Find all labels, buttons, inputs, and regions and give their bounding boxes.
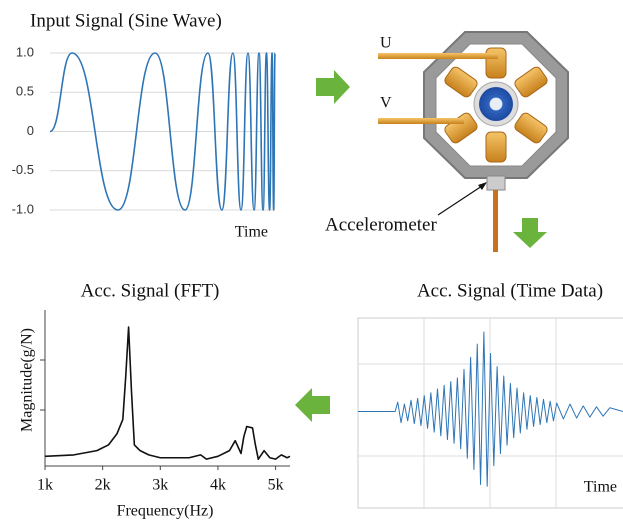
figure: U V Accelerometer Input Signal (Sine Wav… xyxy=(0,0,623,522)
y-axis-label: Magnitude(g/N) xyxy=(19,328,36,432)
arrow-left xyxy=(295,388,330,422)
arrow-down xyxy=(513,218,547,248)
x-axis-label: Frequency(Hz) xyxy=(117,503,214,520)
chart-title: Acc. Signal (FFT) xyxy=(81,280,220,301)
x-tick-label: 5k xyxy=(268,477,284,494)
arrow-right xyxy=(316,70,350,104)
x-tick-label: 4k xyxy=(210,477,226,494)
x-axis-label: Time xyxy=(584,479,617,496)
chart-title: Acc. Signal (Time Data) xyxy=(417,280,603,301)
y-tick-label: -0.5 xyxy=(12,162,34,177)
x-tick-label: 2k xyxy=(95,477,111,494)
y-tick-label: -1.0 xyxy=(12,201,34,216)
y-tick-label: 0 xyxy=(27,123,34,138)
label-accelerometer: Accelerometer xyxy=(325,214,437,235)
y-tick-label: 0.5 xyxy=(16,84,34,99)
label-v: V xyxy=(380,95,392,112)
label-u: U xyxy=(380,35,392,52)
chart-title: Input Signal (Sine Wave) xyxy=(30,10,222,31)
x-tick-label: 1k xyxy=(37,477,53,494)
x-tick-label: 3k xyxy=(152,477,168,494)
x-axis-label: Time xyxy=(235,224,268,241)
y-tick-label: 1.0 xyxy=(16,44,34,59)
signal-line xyxy=(45,327,290,459)
